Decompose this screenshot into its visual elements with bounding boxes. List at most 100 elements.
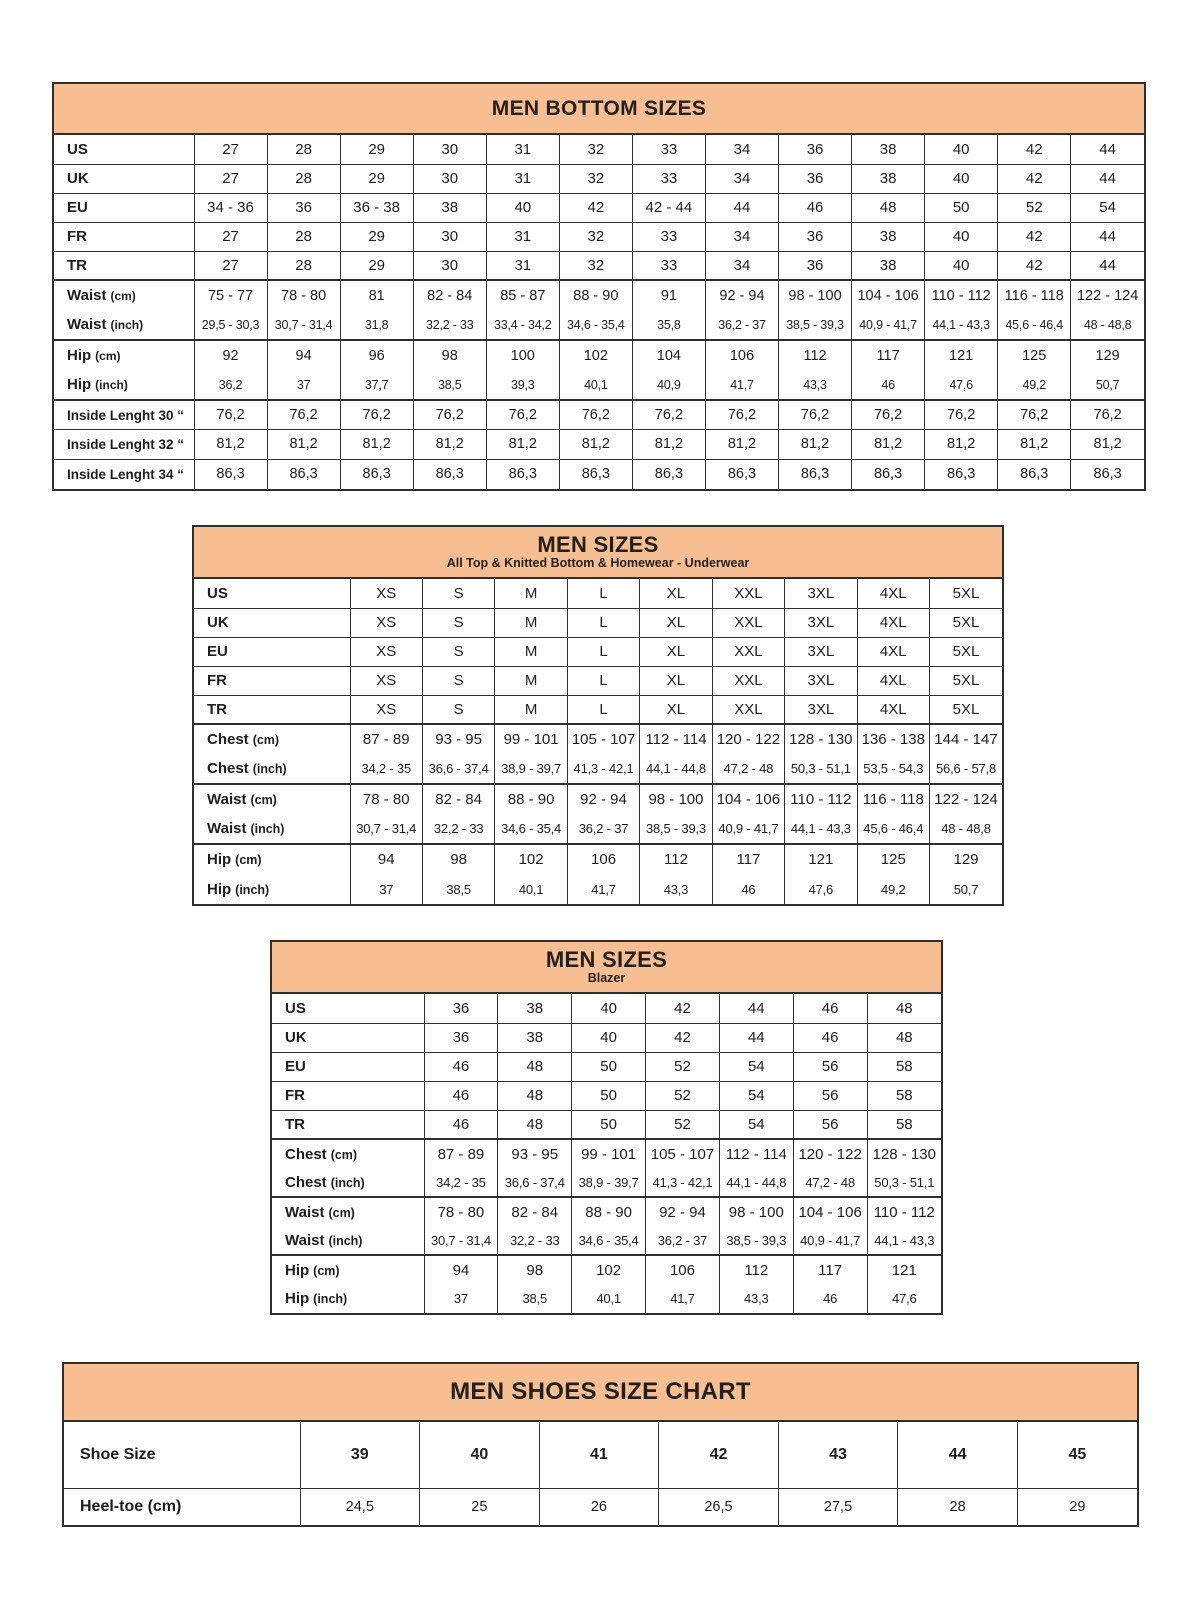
cell: 3XL bbox=[784, 665, 858, 695]
cell: 128 - 130 bbox=[866, 1138, 941, 1168]
row-label: EU bbox=[272, 1051, 424, 1081]
cell: 40,9 - 41,7 bbox=[792, 1226, 868, 1255]
row-label-text: US bbox=[207, 584, 228, 602]
cell: 41,3 - 42,1 bbox=[566, 754, 640, 784]
men-shoes-size-chart-header: MEN SHOES SIZE CHART bbox=[64, 1364, 1137, 1422]
cell: 34,6 - 35,4 bbox=[558, 310, 633, 340]
cell: 76,2 bbox=[1070, 399, 1144, 430]
cell: 76,2 bbox=[485, 399, 560, 430]
cell: 43,3 bbox=[718, 1284, 794, 1313]
table-title: MEN BOTTOM SIZES bbox=[491, 96, 707, 120]
cell: XS bbox=[349, 607, 423, 637]
table-row: Chest (inch) 34,2 - 35 36,6 - 37,4 38,9 - 39… bbox=[272, 1168, 941, 1197]
cell: 34,2 - 35 bbox=[349, 754, 423, 784]
cell: 34 bbox=[704, 163, 779, 193]
men-sizes-top-header: MEN SIZES All Top & Knitted Bottom & Hom… bbox=[194, 527, 1002, 579]
cell: 38 bbox=[851, 221, 925, 251]
table-title: MEN SHOES SIZE CHART bbox=[450, 1377, 751, 1405]
cell: 54 bbox=[718, 1109, 794, 1139]
cell: 5XL bbox=[929, 636, 1002, 666]
table-row: TR 46 48 50 52 54 56 58 bbox=[272, 1109, 941, 1139]
table-row: Waist (cm) 78 - 80 82 - 84 88 - 90 92 - 94 98 … bbox=[272, 1196, 941, 1226]
cell: 44 bbox=[1070, 250, 1144, 280]
cell: 31 bbox=[485, 163, 560, 193]
cell: S bbox=[421, 665, 495, 695]
cell: 86,3 bbox=[924, 458, 998, 489]
cell: 94 bbox=[349, 843, 423, 874]
cell: 25 bbox=[419, 1487, 540, 1525]
table-row: Waist (cm) 75 - 77 78 - 80 81 82 - 84 85 - 87 8… bbox=[54, 279, 1144, 310]
cell: 96 bbox=[339, 339, 414, 370]
cell: 38,5 - 39,3 bbox=[718, 1226, 794, 1255]
table-row: US 36 38 40 42 44 46 48 bbox=[272, 994, 941, 1023]
row-label: FR bbox=[272, 1080, 424, 1110]
row-label: Waist (cm) bbox=[54, 279, 194, 310]
cell: 46 bbox=[423, 1109, 498, 1139]
cell: 104 bbox=[631, 339, 706, 370]
cell: 27,5 bbox=[777, 1487, 898, 1525]
row-label-text: Hip bbox=[207, 851, 232, 868]
cell: 50,7 bbox=[929, 874, 1002, 904]
cell: 86,3 bbox=[558, 458, 633, 489]
row-label: Hip (cm) bbox=[272, 1254, 424, 1284]
cell: 29,5 - 30,3 bbox=[193, 310, 268, 340]
cell: 3XL bbox=[784, 607, 858, 637]
cell: 116 - 118 bbox=[997, 279, 1071, 310]
cell: 40 bbox=[924, 221, 998, 251]
cell: 82 - 84 bbox=[497, 1196, 572, 1226]
table-row: TR 27 28 29 30 31 32 33 34 36 38 40 42 44 bbox=[54, 250, 1144, 280]
cell: 32,2 - 33 bbox=[412, 310, 487, 340]
cell: 36 bbox=[777, 250, 852, 280]
cell: 94 bbox=[266, 339, 341, 370]
cell: S bbox=[421, 579, 495, 608]
cell: 56 bbox=[792, 1109, 868, 1139]
row-label: Hip (inch) bbox=[54, 370, 194, 400]
row-label-text: Waist bbox=[67, 316, 107, 333]
row-label: Hip (inch) bbox=[194, 874, 350, 904]
cell: 30,7 - 31,4 bbox=[266, 310, 341, 340]
cell: 52 bbox=[645, 1109, 720, 1139]
cell: XL bbox=[639, 636, 713, 666]
cell: 92 - 94 bbox=[704, 279, 779, 310]
cell: 76,2 bbox=[412, 399, 487, 430]
row-label: UK bbox=[54, 163, 194, 193]
cell: 128 - 130 bbox=[784, 723, 858, 754]
cell: 112 bbox=[777, 339, 852, 370]
row-label: Chest (cm) bbox=[272, 1138, 424, 1168]
cell: 81,2 bbox=[412, 429, 487, 459]
row-label: TR bbox=[272, 1109, 424, 1139]
cell: 33 bbox=[631, 221, 706, 251]
cell: 112 - 114 bbox=[639, 723, 713, 754]
cell: 45,6 - 46,4 bbox=[856, 814, 930, 844]
cell: 110 - 112 bbox=[784, 783, 858, 814]
cell: 144 - 147 bbox=[929, 723, 1002, 754]
row-label: Waist (cm) bbox=[194, 783, 350, 814]
cell: 40 bbox=[485, 192, 560, 222]
cell: 52 bbox=[645, 1051, 720, 1081]
cell: 117 bbox=[711, 843, 785, 874]
cell: 86,3 bbox=[631, 458, 706, 489]
row-label-text: Inside Lenght 34 “ bbox=[67, 466, 185, 482]
row-label-text: TR bbox=[67, 256, 87, 274]
table-row: FR XS S M L XL XXL 3XL 4XL 5XL bbox=[194, 665, 1002, 695]
cell: 50,3 - 51,1 bbox=[784, 754, 858, 784]
men-sizes-blazer-table: MEN SIZES Blazer US 36 38 40 42 44 46 48 UK 36 38 4… bbox=[270, 940, 943, 1315]
cell: 34,2 - 35 bbox=[423, 1168, 498, 1197]
row-label: Chest (inch) bbox=[272, 1168, 424, 1197]
row-label-text: Waist bbox=[67, 287, 107, 304]
row-label-text: EU bbox=[285, 1058, 306, 1075]
cell: 36,2 bbox=[193, 370, 268, 400]
cell: 44,1 - 44,8 bbox=[718, 1168, 794, 1197]
cell: 49,2 bbox=[856, 874, 930, 904]
cell: 99 - 101 bbox=[571, 1138, 646, 1168]
row-label: Inside Lenght 34 “ bbox=[54, 458, 194, 489]
cell: 40,9 - 41,7 bbox=[851, 310, 925, 340]
cell: 106 bbox=[645, 1254, 720, 1284]
cell: L bbox=[566, 636, 640, 666]
cell: 44 bbox=[1070, 163, 1144, 193]
cell: 46 bbox=[711, 874, 785, 904]
cell: 41 bbox=[538, 1422, 659, 1488]
cell: 129 bbox=[929, 843, 1002, 874]
cell: XS bbox=[349, 636, 423, 666]
cell: 50 bbox=[571, 1080, 646, 1110]
